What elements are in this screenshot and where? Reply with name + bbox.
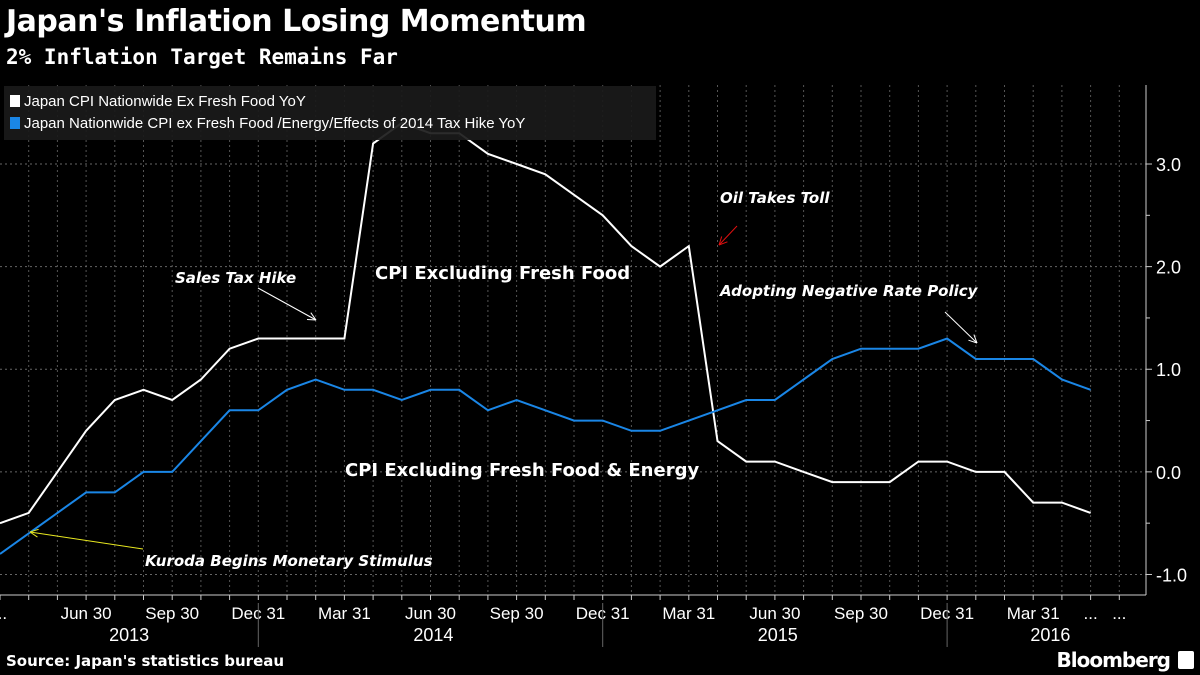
y-tick-label: 1.0 [1156, 360, 1181, 380]
x-tick-label: ... [0, 604, 7, 623]
x-tick-label: ... [1112, 604, 1126, 623]
year-label: 2016 [1030, 625, 1070, 645]
legend [4, 86, 656, 140]
chart-title: Japan's Inflation Losing Momentum [6, 4, 587, 39]
kuroda-arrow [29, 531, 144, 550]
x-tick-label: Mar 31 [662, 604, 715, 623]
legend-swatch [10, 95, 20, 107]
x-tick-label: ... [1084, 604, 1098, 623]
x-tick-label: Jun 30 [405, 604, 456, 623]
annotation-label: Sales Tax Hike [175, 269, 296, 287]
y-tick-label: -1.0 [1156, 565, 1187, 585]
x-tick-label: Jun 30 [61, 604, 112, 623]
negative-rate-arrow [944, 311, 978, 344]
x-tick-label: Jun 30 [749, 604, 800, 623]
x-tick-label: Sep 30 [145, 604, 199, 623]
x-tick-label: Sep 30 [834, 604, 888, 623]
annotation-label: CPI Excluding Fresh Food & Energy [345, 460, 699, 481]
source-note: Source: Japan's statistics bureau [6, 652, 285, 670]
oil-arrow-head [718, 241, 728, 246]
y-tick-label: 2.0 [1156, 258, 1181, 278]
oil-arrow-head [718, 236, 723, 246]
legend-label: Japan CPI Nationwide Ex Fresh Food YoY [24, 93, 306, 110]
oil-arrow [718, 225, 738, 246]
kuroda-arrow-head [29, 531, 38, 538]
annotation-label: Oil Takes Toll [720, 189, 830, 207]
bloomberg-chart-icon [1178, 651, 1194, 669]
legend-swatch [10, 117, 20, 129]
negative-rate-arrow-head [968, 339, 978, 344]
year-label: 2013 [109, 625, 149, 645]
year-label: 2014 [413, 625, 453, 645]
x-tick-label: Sep 30 [490, 604, 544, 623]
sales-tax-arrow [257, 287, 317, 321]
legend-label: Japan Nationwide CPI ex Fresh Food /Ener… [24, 115, 525, 132]
chart-subtitle: 2% Inflation Target Remains Far [6, 45, 398, 69]
annotation-label: CPI Excluding Fresh Food [375, 263, 630, 284]
x-tick-label: Mar 31 [318, 604, 371, 623]
y-tick-label: 0.0 [1156, 463, 1181, 483]
sales-tax-arrow-head [310, 312, 317, 321]
annotation-label: Kuroda Begins Monetary Stimulus [145, 552, 433, 570]
year-label: 2015 [758, 625, 798, 645]
x-tick-label: Mar 31 [1007, 604, 1060, 623]
kuroda-arrow-head [29, 528, 39, 533]
annotation-label: Adopting Negative Rate Policy [719, 282, 979, 300]
y-tick-label: 3.0 [1156, 155, 1181, 175]
bloomberg-logo: Bloomberg [1056, 648, 1171, 672]
negative-rate-arrow-head [973, 334, 978, 344]
